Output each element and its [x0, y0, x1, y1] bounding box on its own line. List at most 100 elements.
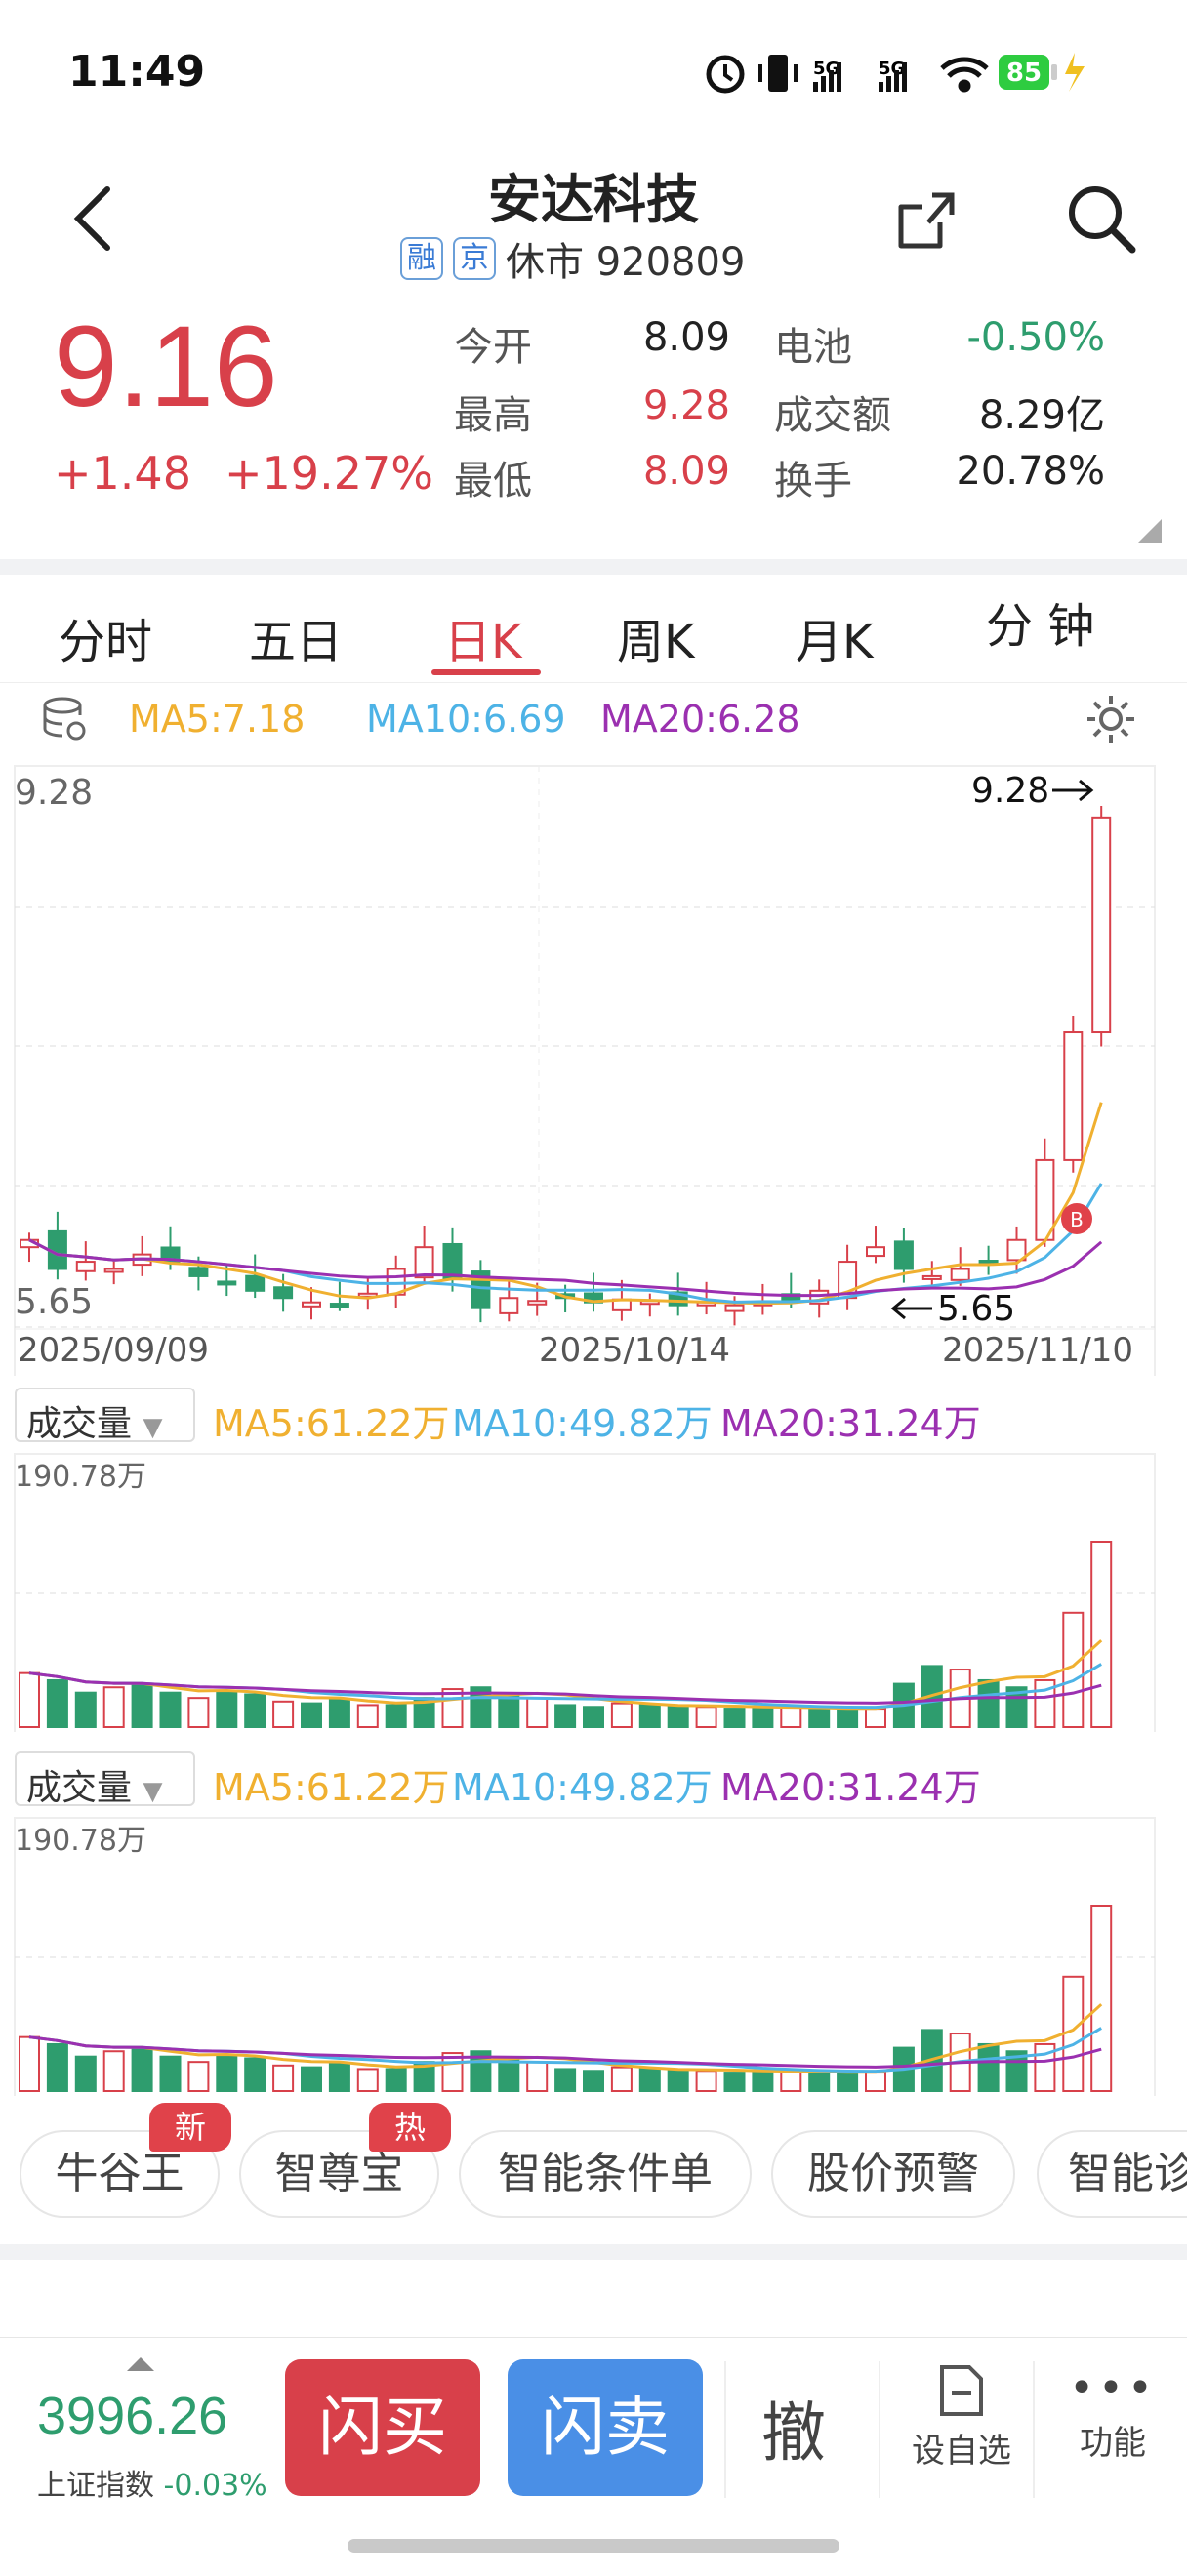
candle — [1063, 1031, 1084, 1161]
volume-bar — [216, 1689, 238, 1729]
volume-ma-line — [28, 2035, 1102, 2069]
candle — [724, 1304, 745, 1312]
status-time: 11:49 — [68, 47, 206, 97]
status-icons: 5G 5G 85 — [706, 53, 1085, 94]
kline-chart[interactable]: 9.28 5.65 9.28 5.65 B 2025/09/09 2025/10… — [0, 751, 1187, 1376]
wifi-icon — [940, 57, 989, 93]
kline-bottom-price: 5.65 — [15, 1282, 93, 1322]
volume-bar — [385, 1704, 407, 1729]
more-functions-button[interactable]: ••• 功能 — [1054, 2361, 1171, 2464]
candle — [527, 1300, 548, 1306]
volume2-max-label: 190.78万 — [15, 1824, 146, 1858]
signal1-label: 5G — [813, 59, 839, 79]
margin-tag: 融 — [400, 237, 443, 280]
more-icon: ••• — [1069, 2363, 1157, 2413]
tab-daily-k[interactable]: 日K — [444, 615, 522, 669]
amount-value: 8.29亿 — [978, 393, 1105, 438]
tab-minute[interactable]: 分 钟 — [986, 599, 1095, 654]
candle — [921, 1274, 942, 1280]
candles — [20, 806, 1112, 1326]
tab-weekly-k[interactable]: 周K — [617, 615, 695, 669]
volume-chart[interactable]: 190.78万 — [0, 1449, 1187, 1732]
quick-sell-button[interactable]: 闪卖 — [508, 2359, 703, 2496]
search-icon[interactable] — [1064, 181, 1138, 260]
chip-smart-order[interactable]: 智能条件单 — [459, 2130, 752, 2218]
quick-buy-button[interactable]: 闪买 — [285, 2359, 480, 2496]
new-badge: 新 — [149, 2103, 231, 2152]
volume-header-2: 成交量 ▼ MA5:61.22万 MA10:49.82万 MA20:31.24万 — [0, 1750, 1187, 1809]
volume-bar — [19, 1671, 40, 1728]
ma10-value: MA10:6.69 — [366, 698, 566, 741]
expand-corner-icon[interactable] — [1134, 517, 1164, 544]
volume-bar — [583, 1706, 604, 1729]
alarm-icon — [706, 55, 745, 94]
volume-selector-2[interactable]: 成交量 ▼ — [15, 1751, 195, 1808]
candle — [414, 1246, 434, 1279]
index-change: -0.03% — [163, 2469, 267, 2503]
high-marker-arrow — [1052, 779, 1094, 802]
volume-selector[interactable]: 成交量 ▼ — [15, 1388, 195, 1444]
candle — [245, 1274, 266, 1292]
add-watchlist-button[interactable]: 设自选 — [898, 2361, 1025, 2472]
tab-five-day[interactable]: 五日 — [249, 615, 344, 669]
volume-bar — [977, 1678, 1000, 1729]
buy-marker-label: B — [1070, 1208, 1084, 1231]
signal2-label: 5G — [879, 59, 905, 79]
volume-bar — [837, 2073, 859, 2092]
volume-bar — [1090, 1541, 1113, 1728]
chip-smart-diagnosis[interactable]: 智能诊 — [1037, 2130, 1187, 2218]
current-price: 9.16 — [54, 302, 278, 431]
market-status: 休市 920809 — [506, 240, 746, 285]
volume-bar — [46, 1678, 68, 1729]
battery-pct: -0.50% — [966, 315, 1105, 360]
ma20-line — [28, 1238, 1103, 1298]
candle — [866, 1246, 885, 1258]
volume-bar — [1090, 1905, 1113, 2092]
battery-icon: 85 — [999, 55, 1057, 90]
share-icon[interactable] — [893, 183, 967, 258]
ma5-value: MA5:7.18 — [129, 698, 306, 741]
high-value: 9.28 — [642, 383, 730, 428]
volume-bar — [526, 2061, 549, 2093]
chip-price-alert[interactable]: 股价预警 — [771, 2130, 1015, 2218]
candle — [217, 1280, 237, 1286]
home-indicator[interactable] — [348, 2539, 839, 2553]
volume-bar — [977, 2042, 1000, 2093]
volume-bar — [752, 1706, 774, 1729]
low-value: 8.09 — [642, 449, 730, 494]
low-label: 最低 — [454, 459, 532, 503]
volume-bar — [752, 2070, 774, 2093]
divider — [1033, 2361, 1035, 2498]
vol2-ma10: MA10:49.82万 — [452, 1766, 713, 1809]
volume-bar — [46, 2042, 68, 2093]
volume-bar — [526, 1697, 549, 1729]
candle — [273, 1286, 294, 1300]
kline-frame — [14, 765, 1156, 1376]
volume-bar — [610, 2066, 633, 2092]
active-tab-indicator — [431, 669, 541, 675]
vibrate-icon — [758, 55, 798, 92]
settings-icon[interactable] — [1084, 692, 1138, 746]
candle — [893, 1240, 914, 1270]
cancel-order-button[interactable]: 撤 — [761, 2395, 826, 2471]
volume-bar — [723, 1708, 746, 1728]
dropdown-icon: ▼ — [143, 1413, 163, 1442]
candle — [950, 1268, 970, 1281]
volume-bar — [356, 1704, 379, 1729]
period-tabs: 分时 五日 日K 周K 月K 分 钟 — [0, 576, 1187, 683]
index-expand-icon[interactable] — [125, 2354, 156, 2373]
divider — [879, 2361, 880, 2498]
database-icon[interactable] — [39, 694, 88, 743]
open-value: 8.09 — [642, 315, 730, 360]
tab-intraday[interactable]: 分时 — [59, 615, 153, 669]
divider — [0, 559, 1187, 575]
back-icon[interactable] — [68, 183, 117, 252]
volume-bar — [159, 2055, 182, 2092]
price-change-pct: +19.27% — [225, 447, 433, 500]
index-value[interactable]: 3996.26 — [37, 2387, 228, 2445]
chip-zhizunbao[interactable]: 智尊宝 — [239, 2130, 439, 2218]
volume-bar — [667, 1706, 689, 1729]
tab-monthly-k[interactable]: 月K — [796, 615, 874, 669]
candle — [1091, 816, 1112, 1034]
volume-chart-2[interactable]: 190.78万 — [0, 1813, 1187, 2096]
